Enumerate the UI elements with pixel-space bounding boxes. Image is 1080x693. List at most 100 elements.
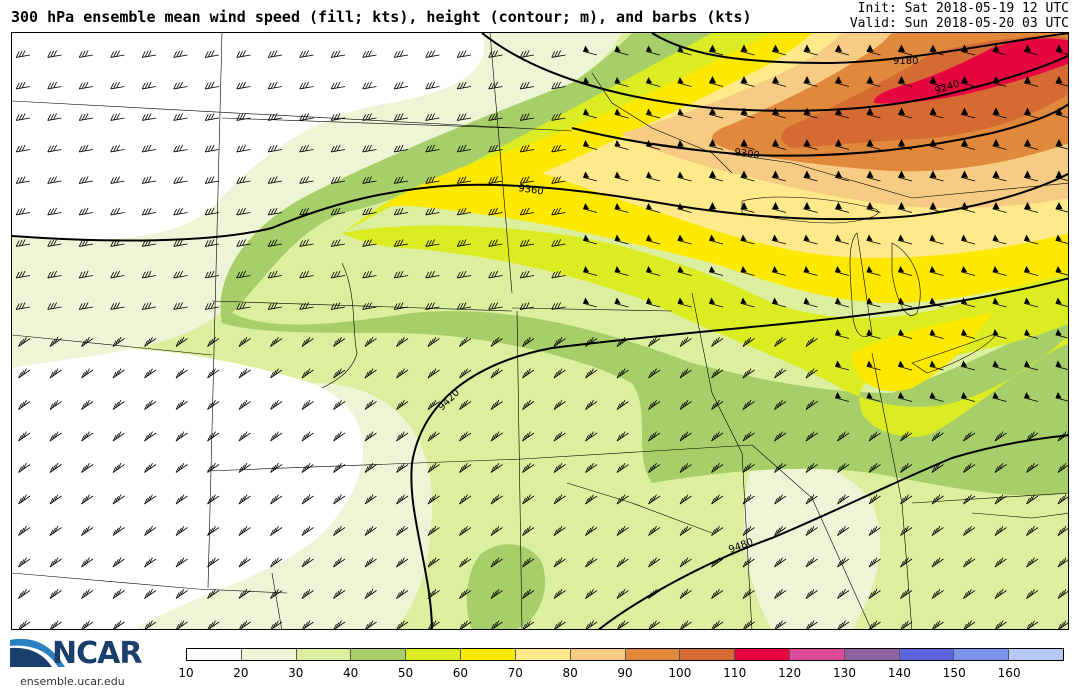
wind-barb [1055, 44, 1068, 56]
wind-barb [425, 50, 440, 58]
wind-barb [49, 494, 62, 505]
wind-barb [994, 557, 1007, 568]
wind-barb [110, 270, 125, 279]
lake-superior [741, 196, 879, 224]
wind-barb [585, 620, 598, 629]
wind-barb [960, 234, 976, 245]
wind-barb [204, 50, 220, 58]
wind-barb [992, 138, 1007, 150]
wind-barb [15, 144, 31, 153]
wind-barb [1023, 75, 1039, 87]
wind-barb [679, 525, 692, 536]
contour-label-9360: 9360 [518, 183, 545, 197]
ncar-url: ensemble.ucar.edu [20, 675, 125, 688]
wind-barb [173, 144, 188, 153]
wind-barb [616, 588, 629, 599]
wind-barb [771, 297, 787, 308]
wind-barb [393, 144, 409, 153]
wind-barb [771, 44, 787, 56]
wind-barb [866, 234, 881, 245]
wind-barb [299, 176, 314, 184]
wind-barb [805, 494, 818, 505]
wind-barb [1057, 494, 1068, 505]
wind-barb [112, 399, 125, 410]
wind-barb [490, 494, 503, 505]
wind-barb [960, 170, 976, 182]
wind-barb [175, 399, 188, 410]
wind-barb [929, 360, 944, 371]
colorbar-tick-label: 20 [233, 666, 249, 680]
wind-barb [677, 265, 692, 276]
wind-barb [582, 139, 598, 150]
wind-barb [929, 391, 944, 402]
wind-barb [740, 170, 755, 182]
wind-barb [49, 525, 62, 536]
wind-barb [299, 302, 314, 310]
wind-barb [522, 399, 535, 410]
wind-barb [708, 44, 724, 56]
wind-barb [333, 368, 346, 379]
wind-barb [175, 336, 188, 347]
wind-barb [740, 234, 755, 245]
border-16 [971, 512, 1068, 519]
wind-barb [711, 588, 724, 599]
wind-barb [868, 494, 881, 505]
wind-barb [333, 431, 346, 442]
wind-barb [1023, 360, 1039, 371]
border-17 [566, 482, 713, 534]
wind-barb [78, 81, 94, 90]
wind-barb [585, 588, 598, 599]
wind-barb [677, 45, 692, 56]
wind-barb [330, 144, 346, 153]
wind-barb [963, 620, 976, 629]
wind-barb [456, 81, 472, 90]
wind-barb [81, 588, 94, 599]
wind-barb [364, 494, 377, 505]
wind-barb [992, 328, 1007, 339]
wind-barb [1055, 360, 1068, 371]
wind-barb [176, 620, 188, 629]
wind-barb [960, 328, 976, 339]
wind-barb [490, 557, 503, 568]
wind-barb [680, 620, 692, 629]
wind-speed-fill [12, 33, 1068, 629]
wind-barb [238, 368, 251, 379]
wind-barb [774, 336, 787, 347]
wind-barb [614, 234, 629, 245]
wind-barb [900, 494, 913, 505]
fill-20-30-southeast [743, 460, 881, 629]
colorbar-tick-label: 70 [507, 666, 523, 680]
fill-10-20-southwest [12, 348, 364, 629]
wind-barb [425, 176, 440, 184]
wind-barb [141, 81, 157, 90]
wind-barb [585, 431, 598, 442]
wind-barb [330, 270, 346, 279]
wind-barb [774, 525, 787, 536]
wind-barb [900, 525, 913, 536]
wind-barb [207, 368, 220, 379]
wind-barb [112, 462, 125, 473]
wind-barb [488, 50, 503, 58]
wind-barb [364, 431, 377, 442]
wind-barb [1023, 265, 1039, 276]
wind-barb [425, 239, 440, 247]
time-info: Init: Sat 2018-05-19 12 UTC Valid: Sun 2… [850, 1, 1069, 31]
wind-barb [551, 144, 566, 153]
wind-barb [1026, 588, 1039, 599]
wind-barb [110, 50, 125, 58]
colorbar-segment [735, 649, 790, 660]
wind-barb [175, 431, 188, 442]
wind-barb [238, 431, 251, 442]
wind-barb [175, 462, 188, 473]
wind-barb [994, 588, 1007, 599]
wind-barb [207, 557, 220, 568]
wind-barb [742, 525, 755, 536]
wind-barb [330, 176, 346, 184]
wind-barb [805, 588, 818, 599]
wind-barb [1057, 525, 1068, 536]
wind-barb [711, 399, 724, 410]
wind-barb [49, 399, 62, 410]
wind-barb [866, 138, 881, 150]
wind-barb [994, 431, 1007, 442]
wind-barb [141, 270, 157, 279]
